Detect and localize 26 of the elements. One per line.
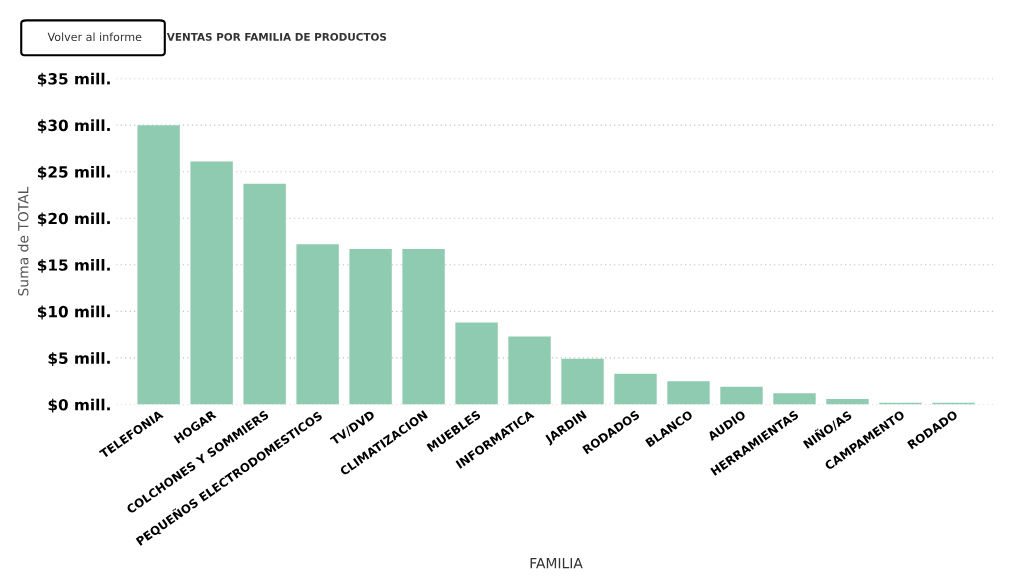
x-axis-title: FAMILIA: [530, 558, 583, 569]
bar: [296, 244, 339, 405]
chart-title: VENTAS POR FAMILIA DE PRODUCTOS: [166, 32, 387, 41]
y-tick-label: $20 mill.: [37, 212, 110, 227]
bar: [720, 386, 763, 405]
bar: [455, 322, 498, 405]
bar: [349, 248, 392, 405]
y-tick-label: $0 mill.: [48, 398, 110, 413]
y-tick-label: $35 mill.: [37, 72, 110, 87]
y-tick-label: $30 mill.: [37, 119, 110, 134]
bar: [402, 248, 445, 405]
y-tick-label: $15 mill.: [37, 259, 110, 273]
bar: [667, 381, 710, 405]
y-tick-label: $10 mill.: [37, 305, 110, 320]
bar: [508, 336, 551, 405]
bar: [137, 125, 180, 405]
y-tick-label: $25 mill.: [37, 165, 110, 180]
bar: [826, 398, 869, 405]
y-tick-label: $5 mill.: [48, 352, 110, 366]
bar: [773, 393, 816, 405]
bar: [561, 358, 604, 405]
bar: [614, 373, 657, 405]
bar: [190, 161, 233, 405]
bar: [243, 183, 286, 405]
y-axis-title: Suma de TOTAL: [17, 186, 29, 296]
text: Volver al informe: [47, 32, 142, 42]
